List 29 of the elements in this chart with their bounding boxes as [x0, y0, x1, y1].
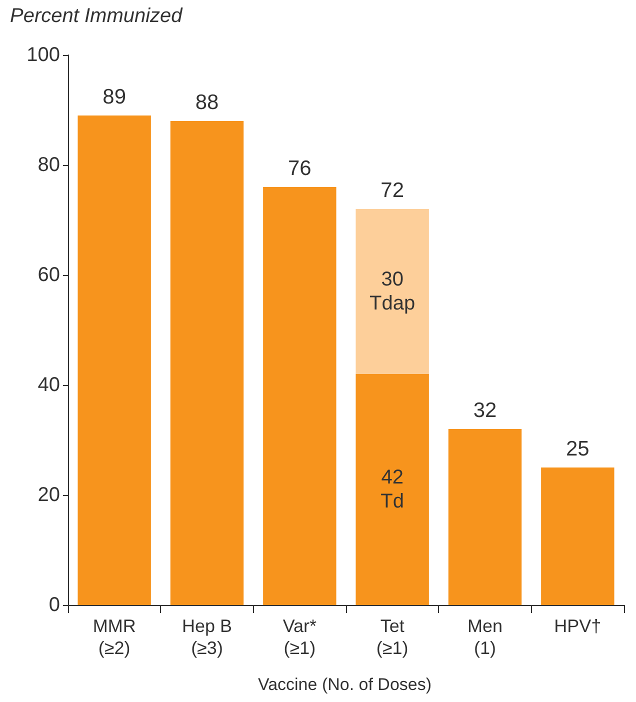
- y-tick-label: 80: [38, 154, 60, 176]
- total-label: 88: [195, 91, 219, 114]
- x-tick-label: Tet (≥1): [376, 616, 408, 658]
- bar: [541, 468, 614, 605]
- x-tick-label: Var* (≥1): [282, 616, 317, 658]
- x-tick-label: HPV†: [554, 616, 602, 636]
- y-tick-label: 0: [48, 594, 60, 616]
- data-label: 30 Tdap: [370, 268, 416, 314]
- total-label: 32: [473, 399, 497, 422]
- bar: [263, 187, 336, 605]
- y-tick-label: 100: [26, 44, 60, 66]
- bar: [356, 374, 429, 605]
- total-label: 89: [102, 86, 126, 108]
- y-tick-label: 20: [38, 484, 60, 506]
- total-label: 76: [288, 157, 312, 180]
- bar: [78, 116, 151, 605]
- x-tick-label: Men (1): [467, 616, 503, 658]
- x-axis-title: Vaccine (No. of Doses): [258, 675, 432, 694]
- y-tick-label: 60: [38, 264, 60, 286]
- data-label: 42 Td: [380, 466, 404, 512]
- total-label: 25: [566, 438, 590, 460]
- x-tick-label: Hep B (≥3): [182, 616, 232, 658]
- total-label: 72: [380, 179, 404, 202]
- bar: [356, 209, 429, 374]
- x-tick-label: MMR (≥2): [92, 616, 136, 658]
- bar: [170, 121, 244, 605]
- bar: [448, 429, 522, 605]
- y-axis-title: Percent Immunized: [10, 5, 184, 27]
- y-tick-label: 40: [38, 374, 60, 396]
